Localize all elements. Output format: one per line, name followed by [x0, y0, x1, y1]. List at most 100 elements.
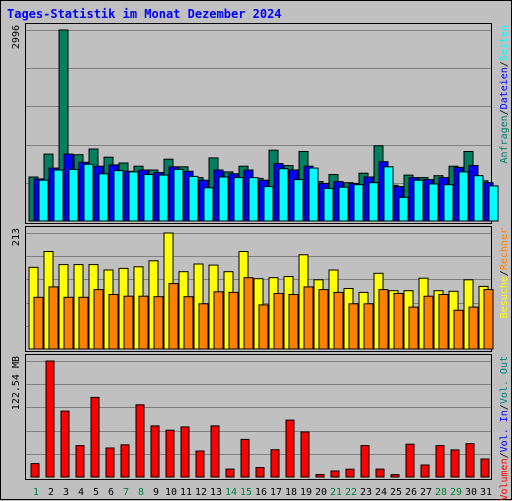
bar-rechner-day-9: [153, 296, 164, 350]
bar-rechner-day-27: [423, 295, 434, 350]
x-tick-label-day-2: 2: [48, 487, 54, 498]
bar-seiten-day-5: [98, 173, 109, 222]
bar-seiten-day-20: [323, 188, 334, 222]
bar-seiten-day-26: [413, 179, 424, 222]
bar-volumen-day-23: [360, 445, 370, 478]
bar-rechner-day-3: [63, 296, 74, 350]
bar-seiten-day-18: [293, 179, 304, 222]
bar-seiten-day-27: [428, 183, 439, 222]
bar-volumen-day-10: [165, 429, 175, 478]
bar-rechner-day-11: [183, 296, 194, 350]
bar-rechner-day-22: [348, 303, 359, 350]
legend-separator: /: [499, 61, 510, 67]
bar-volumen-day-20: [315, 474, 325, 478]
bar-seiten-day-25: [398, 196, 409, 222]
bar-rechner-day-8: [138, 295, 149, 350]
bar-volumen-day-31: [480, 458, 490, 478]
x-tick-label-day-29: 29: [450, 487, 462, 498]
bar-rechner-day-4: [78, 296, 89, 350]
bar-volumen-day-8: [135, 404, 145, 478]
bar-rechner-day-1: [33, 296, 44, 350]
bar-seiten-day-19: [308, 167, 319, 222]
bar-seiten-day-7: [128, 171, 139, 222]
x-tick-label-day-9: 9: [153, 487, 159, 498]
bar-rechner-day-17: [273, 293, 284, 350]
legend-entry-volumen: Volumen: [499, 458, 510, 500]
bar-volumen-day-18: [285, 419, 295, 478]
bar-seiten-day-9: [158, 174, 169, 222]
x-tick-label-day-26: 26: [405, 487, 417, 498]
x-tick-label-day-25: 25: [390, 487, 402, 498]
legend-hits: Anfragen/Dateien/Seiten: [499, 25, 510, 164]
bar-volumen-day-30: [465, 443, 475, 478]
bar-volumen-day-14: [225, 468, 235, 478]
legend-visits: Besuche/Rechner: [499, 228, 510, 318]
bar-volumen-day-3: [60, 410, 70, 478]
bar-volumen-day-26: [405, 443, 415, 478]
bar-volumen-day-22: [345, 468, 355, 478]
x-tick-label-day-17: 17: [270, 487, 282, 498]
bar-volumen-day-5: [90, 396, 100, 478]
bar-volumen-day-13: [210, 425, 220, 478]
x-tick-label-day-30: 30: [465, 487, 477, 498]
bar-rechner-day-16: [258, 304, 269, 350]
bar-seiten-day-16: [263, 186, 274, 222]
bar-rechner-day-7: [123, 295, 134, 350]
bar-volumen-day-27: [420, 464, 430, 478]
x-tick-label-day-20: 20: [315, 487, 327, 498]
x-tick-label-day-11: 11: [180, 487, 192, 498]
bar-seiten-day-17: [278, 168, 289, 222]
legend-entry-vol-out: Vol. Out: [499, 356, 510, 404]
bar-rechner-day-18: [288, 294, 299, 350]
y-max-label-visits: 213: [11, 228, 22, 246]
x-tick-label-day-31: 31: [480, 487, 492, 498]
bar-seiten-day-8: [143, 174, 154, 222]
bar-rechner-day-20: [318, 289, 329, 350]
bar-rechner-day-31: [483, 289, 494, 350]
bar-rechner-day-5: [93, 289, 104, 350]
x-tick-label-day-19: 19: [300, 487, 312, 498]
bar-rechner-day-2: [48, 286, 59, 350]
bar-volumen-day-6: [105, 447, 115, 478]
bar-rechner-day-10: [168, 283, 179, 350]
bar-seiten-day-23: [368, 182, 379, 222]
legend-entry-besuche: Besuche: [499, 276, 510, 318]
bar-rechner-day-14: [228, 291, 239, 350]
bar-rechner-day-21: [333, 291, 344, 350]
bar-rechner-day-23: [363, 303, 374, 350]
legend-separator: /: [499, 452, 510, 458]
bar-seiten-day-28: [443, 184, 454, 222]
x-tick-label-day-5: 5: [93, 487, 99, 498]
bar-seiten-day-11: [188, 175, 199, 222]
bar-volumen-day-11: [180, 426, 190, 478]
bar-volumen-day-17: [270, 449, 280, 478]
bar-seiten-day-15: [248, 177, 259, 222]
bar-seiten-day-30: [473, 175, 484, 222]
bar-volumen-day-16: [255, 467, 265, 478]
y-max-label-hits: 2996: [11, 25, 22, 49]
bar-rechner-day-29: [453, 309, 464, 350]
legend-separator: /: [499, 109, 510, 115]
x-tick-label-day-27: 27: [420, 487, 432, 498]
bar-rechner-day-15: [243, 277, 254, 350]
bar-seiten-day-1: [38, 179, 49, 222]
x-tick-label-day-12: 12: [195, 487, 207, 498]
x-tick-label-day-28: 28: [435, 487, 447, 498]
bar-seiten-day-4: [83, 163, 94, 222]
bar-seiten-day-31: [488, 185, 499, 222]
bar-volumen-day-25: [390, 474, 400, 478]
x-tick-label-day-15: 15: [240, 487, 252, 498]
x-tick-label-day-10: 10: [165, 487, 177, 498]
bar-rechner-day-30: [468, 306, 479, 350]
bar-volumen-day-12: [195, 450, 205, 478]
legend-separator: /: [499, 404, 510, 410]
bar-seiten-day-29: [458, 171, 469, 222]
x-tick-label-day-1: 1: [33, 487, 39, 498]
y-max-label-volume: 122.54 MB: [11, 356, 22, 410]
legend-entry-anfragen: Anfragen: [499, 115, 510, 163]
legend-entry-dateien: Dateien: [499, 67, 510, 109]
bar-volumen-day-4: [75, 445, 85, 478]
bar-seiten-day-13: [218, 176, 229, 222]
bar-volumen-day-2: [45, 360, 55, 478]
